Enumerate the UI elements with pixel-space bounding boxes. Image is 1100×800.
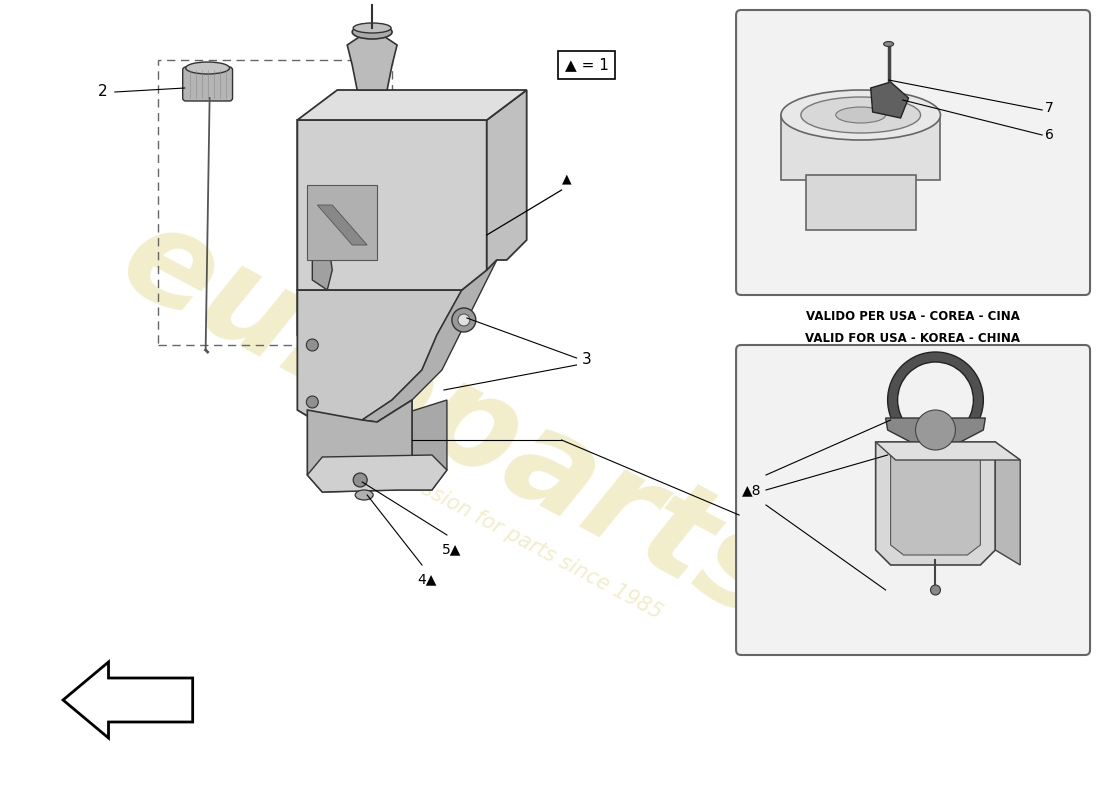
Circle shape bbox=[353, 473, 367, 487]
Ellipse shape bbox=[355, 490, 373, 500]
Polygon shape bbox=[891, 455, 980, 555]
Polygon shape bbox=[317, 205, 367, 245]
Text: 2: 2 bbox=[98, 85, 108, 99]
Text: europarts: europarts bbox=[100, 193, 804, 647]
Polygon shape bbox=[297, 90, 527, 120]
Ellipse shape bbox=[353, 23, 392, 33]
Text: 4▲: 4▲ bbox=[417, 572, 437, 586]
Polygon shape bbox=[876, 442, 1020, 460]
Text: a passion for parts since 1985: a passion for parts since 1985 bbox=[378, 458, 666, 622]
Polygon shape bbox=[312, 200, 332, 290]
Circle shape bbox=[458, 314, 470, 326]
Ellipse shape bbox=[836, 107, 886, 123]
Polygon shape bbox=[876, 442, 996, 565]
Ellipse shape bbox=[883, 42, 893, 46]
Polygon shape bbox=[297, 120, 487, 290]
Text: ▲ = 1: ▲ = 1 bbox=[564, 58, 608, 73]
Circle shape bbox=[931, 585, 940, 595]
Polygon shape bbox=[871, 82, 909, 118]
Ellipse shape bbox=[781, 90, 940, 140]
Polygon shape bbox=[348, 35, 397, 90]
Text: 7: 7 bbox=[1045, 101, 1054, 115]
Polygon shape bbox=[377, 400, 447, 490]
Circle shape bbox=[306, 396, 318, 408]
Text: 3: 3 bbox=[582, 353, 592, 367]
Circle shape bbox=[915, 410, 956, 450]
Circle shape bbox=[452, 308, 476, 332]
FancyBboxPatch shape bbox=[307, 185, 377, 260]
Polygon shape bbox=[297, 120, 487, 335]
FancyBboxPatch shape bbox=[781, 115, 940, 180]
Text: ▲: ▲ bbox=[562, 172, 571, 185]
Polygon shape bbox=[63, 662, 192, 738]
FancyBboxPatch shape bbox=[736, 345, 1090, 655]
Text: ▲8: ▲8 bbox=[741, 483, 761, 497]
Polygon shape bbox=[886, 418, 986, 442]
Text: VALIDO PER USA - COREA - CINA: VALIDO PER USA - COREA - CINA bbox=[805, 310, 1020, 323]
Text: 5▲: 5▲ bbox=[442, 542, 462, 556]
Text: 6: 6 bbox=[1045, 128, 1054, 142]
Polygon shape bbox=[487, 90, 527, 270]
Ellipse shape bbox=[186, 62, 230, 74]
Polygon shape bbox=[307, 400, 412, 492]
Polygon shape bbox=[362, 260, 497, 422]
Polygon shape bbox=[297, 290, 462, 425]
Polygon shape bbox=[996, 442, 1020, 565]
FancyBboxPatch shape bbox=[183, 67, 232, 101]
FancyBboxPatch shape bbox=[806, 175, 915, 230]
Ellipse shape bbox=[801, 97, 921, 133]
FancyBboxPatch shape bbox=[736, 10, 1090, 295]
Text: VALID FOR USA - KOREA - CHINA: VALID FOR USA - KOREA - CHINA bbox=[805, 332, 1020, 345]
Circle shape bbox=[306, 339, 318, 351]
Ellipse shape bbox=[352, 25, 392, 39]
Polygon shape bbox=[307, 455, 447, 492]
